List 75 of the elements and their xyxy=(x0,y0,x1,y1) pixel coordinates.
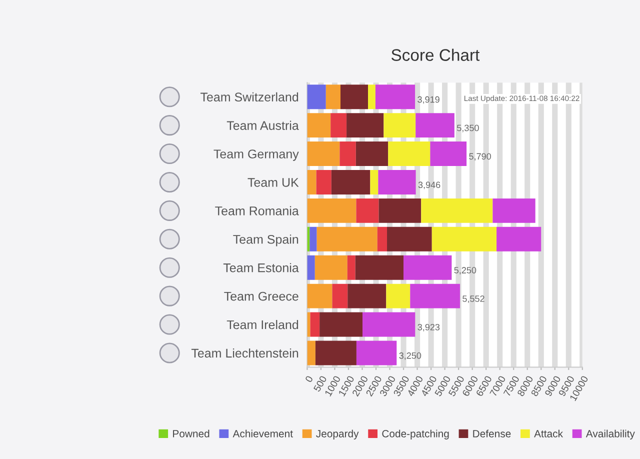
bar xyxy=(347,255,356,280)
total-label: 5,552 xyxy=(462,296,484,303)
total-label: 3,919 xyxy=(418,96,440,104)
total-label: 5,350 xyxy=(456,124,479,132)
legend-label: Code-patching xyxy=(382,430,449,440)
bar xyxy=(314,255,348,280)
y-tick-label: Team Switzerland xyxy=(200,92,298,102)
chart-title: Score Chart xyxy=(392,48,480,61)
y-tick-label: Team Estonia xyxy=(223,263,299,272)
y-tick-label: Team Spain xyxy=(233,234,298,246)
bar xyxy=(307,340,316,366)
bar xyxy=(331,170,370,194)
bar xyxy=(368,84,376,110)
bar xyxy=(496,226,542,252)
y-tick-label: Team Greece xyxy=(224,292,298,301)
bar xyxy=(432,226,497,252)
bar xyxy=(332,284,348,308)
bar xyxy=(340,142,356,166)
bar xyxy=(386,284,410,308)
bar xyxy=(430,142,467,166)
legend-label: Powned xyxy=(173,430,210,438)
bar xyxy=(370,170,378,194)
bar xyxy=(355,255,404,280)
bar xyxy=(492,198,536,223)
bar xyxy=(378,198,422,223)
bar xyxy=(356,142,388,166)
y-tick-label: Team UK xyxy=(248,178,299,187)
bar xyxy=(384,113,416,138)
y-tick-label: Team Liechtenstein xyxy=(191,348,298,358)
bar xyxy=(315,340,356,366)
legend-label: Attack xyxy=(534,430,564,438)
bar xyxy=(375,84,416,110)
bar xyxy=(310,312,320,337)
bar xyxy=(310,226,317,252)
bar xyxy=(307,284,332,308)
x-tick-label: 0 xyxy=(304,375,314,383)
bar xyxy=(330,113,347,138)
bar xyxy=(346,113,384,138)
x-tick-label: 500 xyxy=(313,375,327,392)
bar xyxy=(307,84,326,110)
bar xyxy=(416,113,454,138)
bar xyxy=(348,284,386,308)
y-tick-label: Team Austria xyxy=(226,120,299,130)
bar xyxy=(307,255,315,280)
total-label: 3,923 xyxy=(418,324,440,332)
bar xyxy=(316,226,378,252)
legend-label: Availability xyxy=(586,430,635,440)
y-tick-label: Team Germany xyxy=(214,150,299,161)
bar xyxy=(404,255,452,280)
bar xyxy=(340,84,368,110)
legend-label: Achievement xyxy=(232,430,293,438)
bar xyxy=(307,198,356,223)
bar xyxy=(326,84,340,110)
total-label: 3,250 xyxy=(399,352,422,360)
y-tick-label: Team Romania xyxy=(215,206,299,216)
total-label: 5,250 xyxy=(454,267,476,274)
bar xyxy=(320,312,363,337)
bar xyxy=(356,198,379,223)
bar xyxy=(307,113,331,138)
total-label: 3,946 xyxy=(418,182,440,190)
bar xyxy=(356,340,397,366)
bar xyxy=(307,142,340,166)
bar xyxy=(388,142,430,166)
bar xyxy=(362,312,416,337)
bar xyxy=(387,226,432,252)
bar xyxy=(377,226,388,252)
bar xyxy=(421,198,493,223)
y-tick-label: Team Ireland xyxy=(226,320,298,330)
bar xyxy=(307,170,316,194)
legend-label: Defense xyxy=(473,430,511,438)
bar xyxy=(378,170,416,194)
bar xyxy=(316,170,332,194)
total-label: 5,790 xyxy=(469,153,491,161)
bar xyxy=(410,284,460,308)
legend-label: Jeopardy xyxy=(316,430,359,440)
